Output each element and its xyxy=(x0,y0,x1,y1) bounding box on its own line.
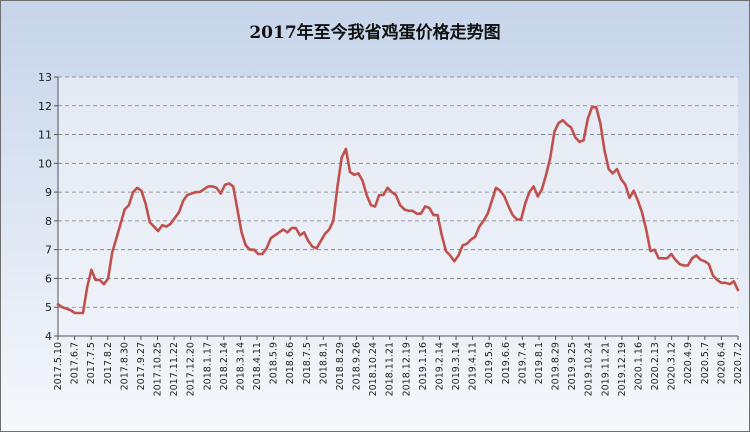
y-tick-label: 13 xyxy=(38,71,52,84)
x-tick-label: 2020.7.2 xyxy=(733,342,744,384)
x-tick-label: 2020.2.13 xyxy=(650,342,661,390)
x-tick-label: 2017.9.27 xyxy=(136,342,147,390)
x-tick-label: 2019.6.6 xyxy=(501,342,512,384)
x-tick-label: 2019.5.9 xyxy=(484,342,495,384)
x-tick-label: 2018.9.26 xyxy=(352,342,363,390)
y-tick-label: 10 xyxy=(38,157,52,170)
x-tick-label: 2019.9.25 xyxy=(567,342,578,390)
x-tick-label: 2020.4.9 xyxy=(683,342,694,384)
y-tick-label: 12 xyxy=(38,100,52,113)
series-line-0 xyxy=(56,105,740,315)
x-tick-label: 2020.3.12 xyxy=(667,342,678,390)
x-tick-label: 2018.12.19 xyxy=(401,342,412,396)
x-tick-label: 2018.2.14 xyxy=(219,342,230,390)
x-tick-label: 2017.6.7 xyxy=(70,342,81,384)
x-tick-label: 2019.8.29 xyxy=(551,342,562,390)
x-tick-label: 2018.11.21 xyxy=(385,342,396,396)
x-tick-label: 2017.10.25 xyxy=(153,342,164,396)
y-tick-label: 6 xyxy=(45,272,52,285)
x-tick-label: 2017.12.20 xyxy=(186,342,197,396)
x-tick-label: 2019.1.16 xyxy=(418,342,429,390)
x-tick-label: 2019.7.4 xyxy=(517,342,528,384)
x-tick-label: 2018.7.5 xyxy=(302,342,313,384)
x-tick-label: 2019.12.19 xyxy=(617,342,628,396)
y-tick-label: 11 xyxy=(38,129,52,142)
x-tick-label: 2019.4.11 xyxy=(468,342,479,390)
x-tick-label: 2017.8.30 xyxy=(119,342,130,390)
x-tick-label: 2017.11.22 xyxy=(169,342,180,396)
x-tick-label: 2019.3.14 xyxy=(451,342,462,390)
x-tick-label: 2020.6.4 xyxy=(716,342,727,384)
x-tick-label: 2018.8.1 xyxy=(318,342,329,384)
x-tick-label: 2017.8.2 xyxy=(103,342,114,384)
y-tick-label: 9 xyxy=(45,186,52,199)
x-tick-label: 2018.5.9 xyxy=(269,342,280,384)
x-tick-label: 2019.8.1 xyxy=(534,342,545,384)
y-tick-label: 7 xyxy=(45,244,52,257)
x-tick-label: 2017.7.5 xyxy=(86,342,97,384)
x-tick-label: 2018.1.17 xyxy=(202,342,213,390)
x-tick-label: 2017.5.10 xyxy=(53,342,64,390)
x-tick-label: 2019.10.24 xyxy=(584,342,595,396)
chart-title: 2017年至今我省鸡蛋价格走势图 xyxy=(249,22,500,43)
x-tick-label: 2018.8.29 xyxy=(335,342,346,390)
y-tick-label: 5 xyxy=(45,301,52,314)
y-tick-label: 8 xyxy=(45,215,52,228)
x-tick-label: 2018.10.24 xyxy=(368,342,379,396)
x-tick-label: 2018.6.6 xyxy=(285,342,296,384)
x-tick-label: 2020.5.7 xyxy=(700,342,711,384)
x-tick-label: 2020.1.16 xyxy=(633,342,644,390)
x-tick-label: 2019.2.14 xyxy=(434,342,445,390)
x-tick-label: 2019.11.21 xyxy=(600,342,611,396)
y-tick-label: 4 xyxy=(45,330,52,343)
x-tick-label: 2018.3.14 xyxy=(235,342,246,390)
plot-area xyxy=(58,77,738,336)
x-tick-label: 2018.4.11 xyxy=(252,342,263,390)
